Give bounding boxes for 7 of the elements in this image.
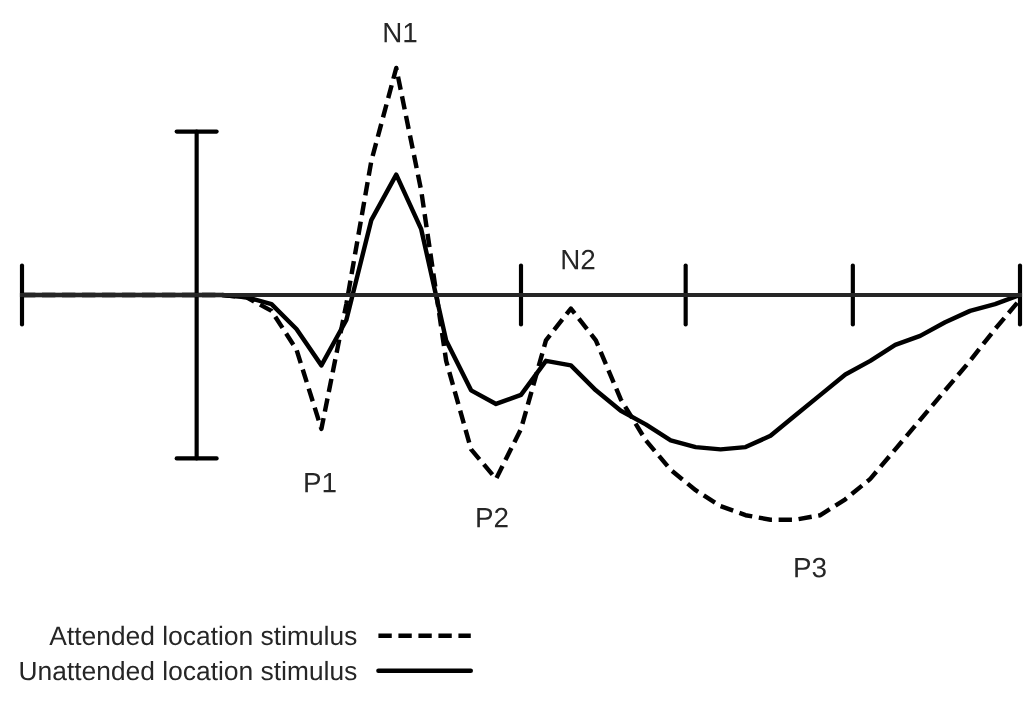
annotation: P2 [477,507,508,528]
legend-label: Attended location stimulus [49,625,357,646]
annotation: P1 [305,473,336,493]
text: P3 [795,557,826,578]
legend-label: Unattended location stimulus [20,660,357,681]
annotation: N2 [562,249,595,270]
text: N1 [384,23,417,43]
